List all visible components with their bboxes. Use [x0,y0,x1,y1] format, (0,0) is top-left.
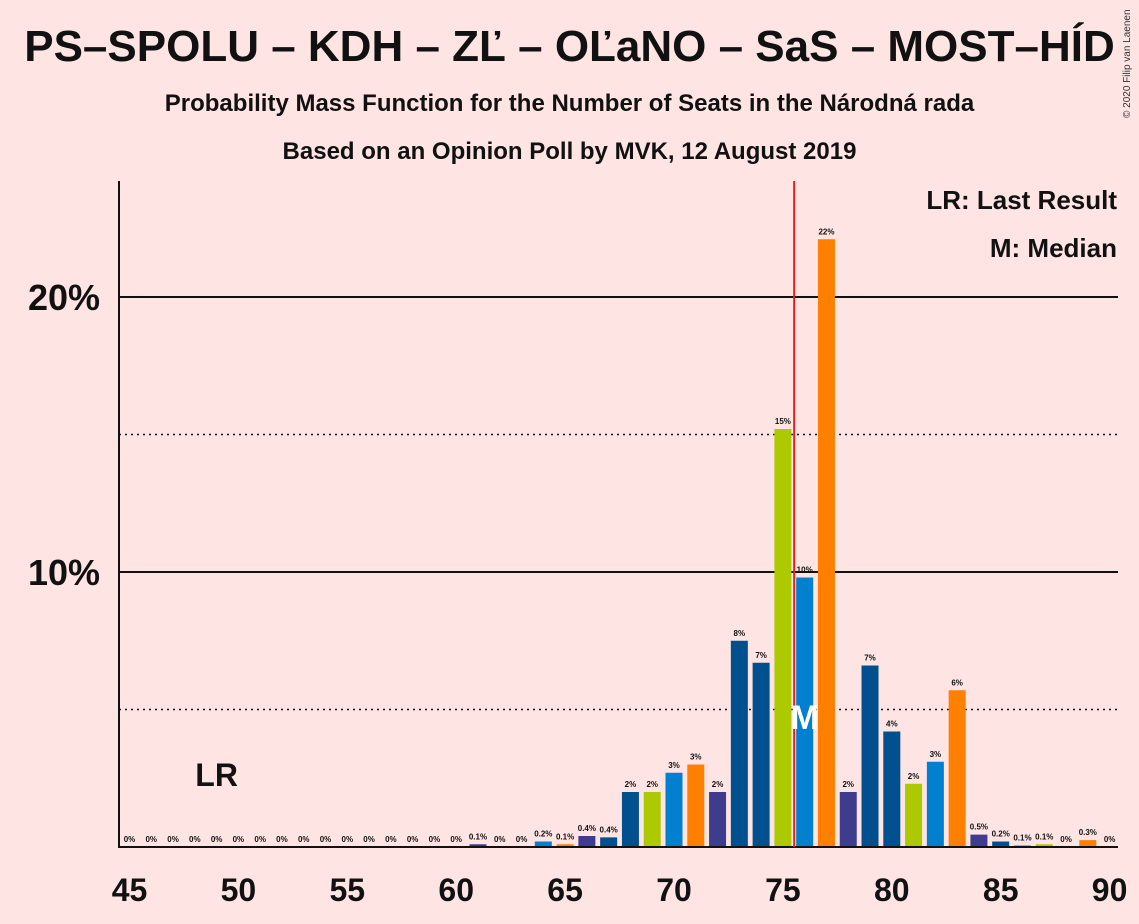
bar-seat-83 [948,690,966,847]
bar-seat-76 [796,577,814,847]
bar-label-seat-75: 15% [775,417,791,426]
bar-label-seat-78: 2% [842,780,854,789]
bar-label-seat-63: 0% [516,835,528,844]
bar-seat-78 [839,792,857,847]
bar-label-seat-70: 3% [668,761,680,770]
bar-label-seat-62: 0% [494,835,506,844]
bar-seat-70 [665,772,683,847]
bar-label-seat-61: 0.1% [469,832,487,841]
bar-label-seat-69: 2% [646,780,658,789]
bar-seat-77 [817,239,835,847]
bar-label-seat-54: 0% [320,835,332,844]
bar-series [469,239,1097,847]
bar-label-seat-48: 0% [189,835,201,844]
bar-label-seat-81: 2% [908,772,920,781]
bar-seat-81 [905,783,923,847]
x-tick-label: 65 [547,872,583,908]
x-tick-label: 80 [874,872,910,908]
bar-data-labels: 0% 0% 0% 0% 0% 0% 0% 0% 0% 0% 0% 0% 0% 0% 0% 0% 0.1% 0% 0%… [124,227,1116,844]
bar-label-seat-53: 0% [298,835,310,844]
bar-label-seat-85: 0.2% [992,830,1010,839]
bar-label-seat-64: 0.2% [534,830,552,839]
bar-seat-85 [992,841,1010,847]
bar-label-seat-80: 4% [886,720,898,729]
bar-label-seat-77: 22% [818,227,834,236]
x-tick-label: 90 [1092,872,1128,908]
bar-label-seat-47: 0% [167,835,179,844]
bar-label-seat-71: 3% [690,753,702,762]
bar-seat-68 [621,792,639,847]
y-tick-label: 20% [28,277,100,318]
x-tick-label: 50 [221,872,257,908]
bar-seat-79 [861,665,879,847]
chart-markers: M LR [195,181,819,847]
bar-label-seat-57: 0% [385,835,397,844]
last-result-marker: LR [195,757,238,793]
median-marker: M [791,699,819,737]
x-tick-label: 45 [112,872,148,908]
bar-label-seat-83: 6% [951,678,963,687]
grid-lines [119,296,1118,711]
bar-seat-74 [752,662,770,847]
bar-label-seat-66: 0.4% [578,824,596,833]
bar-label-seat-72: 2% [712,780,724,789]
bar-label-seat-86: 0.1% [1013,834,1031,843]
bar-seat-72 [709,792,727,847]
bar-label-seat-82: 3% [930,750,942,759]
legend-median: M: Median [990,233,1117,263]
bar-seat-67 [600,837,618,847]
bar-seat-82 [926,761,944,847]
x-tick-label: 75 [765,872,801,908]
bar-label-seat-89: 0.3% [1079,828,1097,837]
bar-seat-87 [1035,844,1053,847]
bar-label-seat-51: 0% [254,835,266,844]
bar-label-seat-52: 0% [276,835,288,844]
chart-title: PS–SPOLU – KDH – ZĽ – OĽaNO – SaS – MOST… [24,22,1115,71]
bar-seat-61 [469,844,487,847]
bar-seat-89 [1079,840,1097,847]
bar-label-seat-56: 0% [363,835,375,844]
bar-label-seat-73: 8% [734,629,746,638]
legend-last-result: LR: Last Result [926,185,1117,215]
bar-label-seat-45: 0% [124,835,136,844]
y-tick-label: 10% [28,552,100,593]
bar-label-seat-79: 7% [864,654,876,663]
x-tick-label: 60 [438,872,474,908]
bar-label-seat-84: 0.5% [970,823,988,832]
bar-label-seat-88: 0% [1060,835,1072,844]
bar-label-seat-59: 0% [429,835,441,844]
bar-label-seat-74: 7% [755,651,767,660]
bar-seat-75 [774,429,792,847]
axes: 10% 20% 45 50 55 60 65 70 75 80 85 90 [28,181,1127,908]
bar-label-seat-68: 2% [625,780,637,789]
bar-label-seat-65: 0.1% [556,832,574,841]
bar-label-seat-76: 10% [797,566,813,575]
bar-seat-64 [534,841,552,847]
bar-label-seat-55: 0% [342,835,354,844]
x-tick-label: 85 [983,872,1019,908]
x-tick-label: 70 [656,872,692,908]
bar-seat-84 [970,834,988,847]
bar-label-seat-49: 0% [211,835,223,844]
bar-label-seat-67: 0.4% [600,825,618,834]
bar-label-seat-87: 0.1% [1035,832,1053,841]
bar-seat-71 [687,764,705,847]
chart-subtitle-2: Based on an Opinion Poll by MVK, 12 Augu… [282,138,857,165]
chart-subtitle-1: Probability Mass Function for the Number… [164,90,975,117]
bar-seat-69 [643,792,661,847]
bar-seat-66 [578,836,596,847]
bar-seat-65 [556,844,574,847]
bar-label-seat-46: 0% [145,835,157,844]
bar-seat-73 [730,640,748,847]
bar-seat-80 [883,731,901,847]
bar-label-seat-58: 0% [407,835,419,844]
x-tick-label: 55 [330,872,366,908]
bar-label-seat-90: 0% [1104,835,1116,844]
bar-label-seat-50: 0% [233,835,245,844]
bar-label-seat-60: 0% [450,835,462,844]
